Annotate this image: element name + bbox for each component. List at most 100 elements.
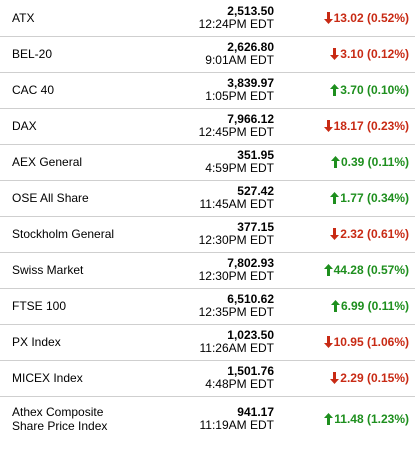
index-name[interactable]: OSE All Share	[12, 191, 89, 205]
table-row[interactable]: FTSE 100 6,510.62 12:35PM EDT 6.99 (0.11…	[0, 288, 415, 324]
index-price: 1,023.50	[227, 328, 274, 342]
index-price: 527.42	[237, 184, 274, 198]
table-row[interactable]: AEX General 351.95 4:59PM EDT 0.39 (0.11…	[0, 144, 415, 180]
change-cell: 1.77 (0.34%)	[274, 180, 415, 216]
change-cell: 2.29 (0.15%)	[274, 360, 415, 396]
price-cell: 527.42 11:45AM EDT	[192, 180, 274, 216]
index-name[interactable]: PX Index	[12, 335, 61, 349]
index-time: 11:45AM EDT	[199, 197, 274, 211]
index-price: 6,510.62	[227, 292, 274, 306]
change-cell: 6.99 (0.11%)	[274, 288, 415, 324]
index-change: 1.77 (0.34%)	[340, 191, 409, 205]
arrow-down-icon	[330, 372, 340, 384]
index-time: 1:05PM EDT	[205, 89, 274, 103]
index-name[interactable]: AEX General	[12, 155, 83, 169]
arrow-down-icon	[323, 11, 333, 24]
index-name-line: Athex Composite	[12, 405, 104, 420]
price-cell: 7,966.12 12:45PM EDT	[192, 108, 274, 144]
change-cell: 44.28 (0.57%)	[274, 252, 415, 288]
arrow-up-icon	[330, 300, 340, 312]
index-price: 941.17	[237, 405, 274, 420]
change-cell: 11.48 (1.23%)	[274, 396, 415, 442]
arrow-up-icon	[330, 84, 340, 96]
arrow-up-icon	[330, 156, 340, 168]
index-price: 7,802.93	[227, 256, 274, 270]
table-row[interactable]: ATX 2,513.50 12:24PM EDT 13.02 (0.52%)	[0, 0, 415, 36]
price-cell: 351.95 4:59PM EDT	[192, 144, 274, 180]
index-change: 2.32 (0.61%)	[340, 227, 409, 241]
index-price: 2,626.80	[227, 40, 274, 54]
index-name[interactable]: DAX	[12, 119, 37, 133]
index-change: 10.95 (1.06%)	[333, 335, 409, 349]
table-row[interactable]: BEL-20 2,626.80 9:01AM EDT 3.10 (0.12%)	[0, 36, 415, 72]
arrow-up-icon	[330, 192, 340, 204]
change-cell: 10.95 (1.06%)	[274, 324, 415, 360]
change-cell: 0.39 (0.11%)	[274, 144, 415, 180]
index-name[interactable]: FTSE 100	[12, 299, 67, 313]
index-time: 12:35PM EDT	[198, 305, 274, 319]
index-change: 3.70 (0.10%)	[340, 83, 409, 97]
arrow-down-icon	[323, 120, 333, 132]
index-name[interactable]: Athex Composite Share Price Index	[0, 396, 192, 442]
price-cell: 377.15 12:30PM EDT	[192, 216, 274, 252]
index-time: 12:45PM EDT	[198, 125, 274, 139]
price-cell: 3,839.97 1:05PM EDT	[192, 72, 274, 108]
index-name[interactable]: ATX	[12, 10, 35, 25]
index-change: 2.29 (0.15%)	[340, 371, 409, 385]
index-change: 13.02 (0.52%)	[333, 10, 409, 25]
table-row[interactable]: Athex Composite Share Price Index 941.17…	[0, 396, 415, 442]
price-cell: 1,023.50 11:26AM EDT	[192, 324, 274, 360]
index-time: 4:59PM EDT	[205, 161, 274, 175]
arrow-up-icon	[324, 413, 334, 426]
table-row[interactable]: CAC 40 3,839.97 1:05PM EDT 3.70 (0.10%)	[0, 72, 415, 108]
table-row[interactable]: OSE All Share 527.42 11:45AM EDT 1.77 (0…	[0, 180, 415, 216]
price-cell: 941.17 11:19AM EDT	[192, 396, 274, 442]
index-time: 9:01AM EDT	[205, 53, 274, 67]
index-price: 377.15	[237, 220, 274, 234]
index-name[interactable]: Swiss Market	[12, 263, 84, 277]
table-row[interactable]: MICEX Index 1,501.76 4:48PM EDT 2.29 (0.…	[0, 360, 415, 396]
change-cell: 3.10 (0.12%)	[274, 36, 415, 72]
index-time: 4:48PM EDT	[205, 377, 274, 391]
index-change: 0.39 (0.11%)	[340, 155, 409, 169]
index-time: 12:30PM EDT	[198, 269, 274, 283]
indices-table-body: ATX 2,513.50 12:24PM EDT 13.02 (0.52%) B…	[0, 0, 415, 442]
index-time: 12:30PM EDT	[198, 233, 274, 247]
index-price: 2,513.50	[227, 3, 274, 18]
index-change: 11.48 (1.23%)	[334, 412, 409, 427]
change-cell: 18.17 (0.23%)	[274, 108, 415, 144]
table-row[interactable]: PX Index 1,023.50 11:26AM EDT 10.95 (1.0…	[0, 324, 415, 360]
index-change: 44.28 (0.57%)	[333, 263, 409, 277]
index-price: 7,966.12	[227, 112, 274, 126]
index-name[interactable]: CAC 40	[12, 83, 55, 97]
index-change: 3.10 (0.12%)	[340, 47, 409, 61]
arrow-down-icon	[323, 336, 333, 348]
change-cell: 2.32 (0.61%)	[274, 216, 415, 252]
arrow-down-icon	[330, 228, 340, 240]
index-name[interactable]: MICEX Index	[12, 371, 83, 385]
arrow-up-icon	[323, 264, 333, 276]
index-time: 11:26AM EDT	[199, 341, 274, 355]
price-cell: 7,802.93 12:30PM EDT	[192, 252, 274, 288]
price-cell: 2,513.50 12:24PM EDT	[192, 0, 274, 36]
table-row[interactable]: DAX 7,966.12 12:45PM EDT 18.17 (0.23%)	[0, 108, 415, 144]
index-name[interactable]: BEL-20	[12, 47, 53, 61]
index-name[interactable]: Stockholm General	[12, 227, 115, 241]
price-cell: 2,626.80 9:01AM EDT	[192, 36, 274, 72]
index-time: 12:24PM EDT	[198, 16, 274, 31]
table-row[interactable]: Stockholm General 377.15 12:30PM EDT 2.3…	[0, 216, 415, 252]
change-cell: 13.02 (0.52%)	[274, 0, 415, 36]
index-name-line: Share Price Index	[12, 419, 108, 434]
index-time: 11:19AM EDT	[199, 418, 274, 433]
price-cell: 6,510.62 12:35PM EDT	[192, 288, 274, 324]
index-price: 351.95	[237, 148, 274, 162]
index-price: 3,839.97	[227, 76, 274, 90]
price-cell: 1,501.76 4:48PM EDT	[192, 360, 274, 396]
market-indices-table: ATX 2,513.50 12:24PM EDT 13.02 (0.52%) B…	[0, 0, 415, 442]
table-row[interactable]: Swiss Market 7,802.93 12:30PM EDT 44.28 …	[0, 252, 415, 288]
index-change: 18.17 (0.23%)	[333, 119, 409, 133]
change-cell: 3.70 (0.10%)	[274, 72, 415, 108]
arrow-down-icon	[330, 48, 340, 60]
index-change: 6.99 (0.11%)	[340, 299, 409, 313]
index-price: 1,501.76	[227, 364, 274, 378]
